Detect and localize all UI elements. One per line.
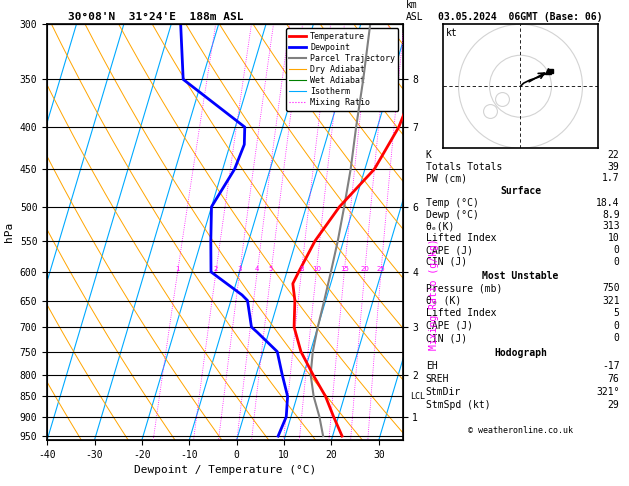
Text: 76: 76 — [608, 374, 620, 384]
Text: 29: 29 — [608, 400, 620, 410]
Text: CAPE (J): CAPE (J) — [426, 321, 472, 331]
Text: EH: EH — [426, 361, 437, 371]
Text: 3: 3 — [237, 266, 242, 272]
Text: Pressure (mb): Pressure (mb) — [426, 283, 502, 293]
Text: CAPE (J): CAPE (J) — [426, 245, 472, 255]
Text: 10: 10 — [608, 233, 620, 243]
Text: 20: 20 — [360, 266, 369, 272]
Text: 8.9: 8.9 — [602, 209, 620, 220]
Text: Dewp (°C): Dewp (°C) — [426, 209, 479, 220]
Text: Lifted Index: Lifted Index — [426, 308, 496, 318]
Text: Hodograph: Hodograph — [494, 347, 547, 358]
Text: LCL: LCL — [409, 392, 425, 401]
Text: 25: 25 — [377, 266, 386, 272]
Text: 4: 4 — [255, 266, 259, 272]
Text: 10: 10 — [312, 266, 321, 272]
Text: Surface: Surface — [500, 186, 541, 196]
Text: CIN (J): CIN (J) — [426, 257, 467, 267]
Legend: Temperature, Dewpoint, Parcel Trajectory, Dry Adiabat, Wet Adiabat, Isotherm, Mi: Temperature, Dewpoint, Parcel Trajectory… — [286, 29, 398, 111]
Text: 0: 0 — [614, 245, 620, 255]
Y-axis label: hPa: hPa — [4, 222, 14, 242]
Text: StmSpd (kt): StmSpd (kt) — [426, 400, 490, 410]
Text: 1.7: 1.7 — [602, 173, 620, 183]
Text: 0: 0 — [614, 321, 620, 331]
Text: -17: -17 — [602, 361, 620, 371]
Text: kt: kt — [446, 28, 458, 38]
Text: 39: 39 — [608, 162, 620, 172]
Text: © weatheronline.co.uk: © weatheronline.co.uk — [468, 426, 573, 435]
Text: θₑ(K): θₑ(K) — [426, 222, 455, 231]
Text: Most Unstable: Most Unstable — [482, 271, 559, 280]
Text: 03.05.2024  06GMT (Base: 06): 03.05.2024 06GMT (Base: 06) — [438, 12, 603, 22]
Text: Totals Totals: Totals Totals — [426, 162, 502, 172]
Text: K: K — [426, 150, 431, 160]
Text: 321°: 321° — [596, 387, 620, 397]
X-axis label: Dewpoint / Temperature (°C): Dewpoint / Temperature (°C) — [134, 465, 316, 475]
Text: Mixing Ratio (g/kg): Mixing Ratio (g/kg) — [429, 239, 439, 350]
Text: 15: 15 — [340, 266, 348, 272]
Text: 321: 321 — [602, 295, 620, 306]
Text: 18.4: 18.4 — [596, 198, 620, 208]
Text: CIN (J): CIN (J) — [426, 333, 467, 343]
Text: Temp (°C): Temp (°C) — [426, 198, 479, 208]
Text: 313: 313 — [602, 222, 620, 231]
Text: SREH: SREH — [426, 374, 449, 384]
Text: PW (cm): PW (cm) — [426, 173, 467, 183]
Text: 2: 2 — [214, 266, 218, 272]
Text: 30°08'N  31°24'E  188m ASL: 30°08'N 31°24'E 188m ASL — [68, 12, 243, 22]
Text: Lifted Index: Lifted Index — [426, 233, 496, 243]
Text: 0: 0 — [614, 333, 620, 343]
Text: 750: 750 — [602, 283, 620, 293]
Text: StmDir: StmDir — [426, 387, 461, 397]
Text: 22: 22 — [608, 150, 620, 160]
Text: 5: 5 — [614, 308, 620, 318]
Text: 1: 1 — [175, 266, 180, 272]
Text: 0: 0 — [614, 257, 620, 267]
Text: θₑ (K): θₑ (K) — [426, 295, 461, 306]
Text: 5: 5 — [269, 266, 273, 272]
Text: km
ASL: km ASL — [406, 0, 423, 22]
Text: 8: 8 — [299, 266, 304, 272]
